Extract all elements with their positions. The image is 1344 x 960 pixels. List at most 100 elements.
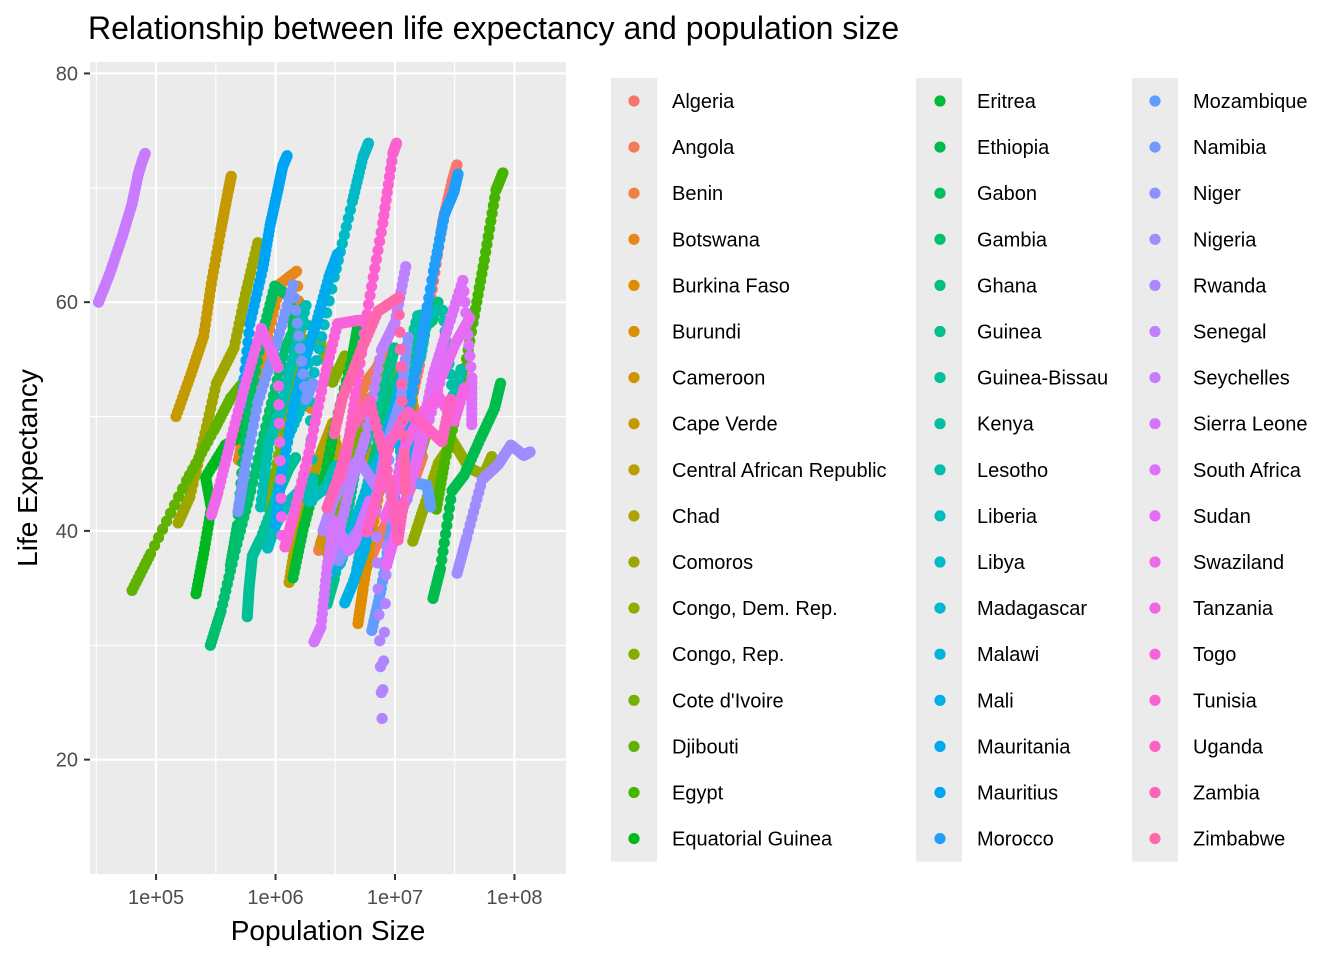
legend-item: Cameroon bbox=[628, 368, 765, 390]
legend-item: Benin bbox=[628, 183, 723, 205]
series-togo bbox=[279, 314, 372, 553]
legend-item: South Africa bbox=[1149, 460, 1302, 482]
legend-item: Tanzania bbox=[1149, 598, 1274, 620]
legend-key bbox=[1149, 740, 1161, 753]
data-point bbox=[463, 339, 475, 351]
legend-key bbox=[628, 786, 640, 799]
legend-key bbox=[628, 233, 640, 245]
legend-label: Gabon bbox=[977, 183, 1037, 205]
legend-item: Comoros bbox=[628, 552, 753, 574]
legend-key bbox=[1149, 786, 1161, 799]
legend-key bbox=[934, 372, 946, 384]
legend-label: Togo bbox=[1193, 644, 1236, 666]
legend-label: Zambia bbox=[1193, 783, 1261, 805]
legend-item: Mali bbox=[934, 690, 1014, 712]
legend-key bbox=[934, 418, 946, 430]
legend-key bbox=[1149, 187, 1161, 199]
legend-item: Guinea bbox=[934, 322, 1042, 344]
data-point bbox=[372, 363, 384, 375]
data-point bbox=[457, 274, 469, 287]
data-point bbox=[377, 684, 389, 696]
data-point bbox=[281, 150, 293, 162]
legend-key bbox=[934, 95, 946, 107]
legend-key bbox=[934, 233, 946, 245]
legend-key bbox=[1149, 325, 1161, 338]
data-point bbox=[464, 350, 476, 362]
legend-label: Rwanda bbox=[1193, 275, 1267, 297]
data-point bbox=[370, 531, 383, 543]
legend-key bbox=[934, 740, 946, 753]
data-point bbox=[313, 343, 325, 355]
legend-key bbox=[934, 464, 946, 476]
x-tick-label: 1e+08 bbox=[486, 887, 542, 909]
series-namibia bbox=[232, 279, 319, 518]
series-nigeria bbox=[451, 439, 536, 579]
data-point bbox=[291, 317, 303, 329]
data-point bbox=[283, 426, 295, 439]
legend-label: Libya bbox=[977, 552, 1026, 574]
data-point bbox=[426, 274, 438, 286]
legend-label: Niger bbox=[1193, 183, 1241, 205]
data-point bbox=[362, 137, 375, 149]
data-point bbox=[436, 304, 449, 316]
data-point bbox=[296, 355, 308, 367]
data-point bbox=[372, 244, 384, 256]
legend-key bbox=[1149, 833, 1161, 845]
legend-label: Madagascar bbox=[977, 598, 1087, 620]
legend-key bbox=[1149, 556, 1161, 568]
legend-key bbox=[628, 95, 640, 107]
axes: 1e+05 1e+06 1e+07 1e+08 20 40 60 80 bbox=[56, 63, 543, 909]
data-point bbox=[455, 364, 467, 376]
data-point bbox=[297, 368, 309, 380]
data-point bbox=[407, 385, 419, 397]
data-point bbox=[284, 418, 296, 430]
legend-item: Zimbabwe bbox=[1149, 829, 1285, 851]
data-point bbox=[139, 147, 151, 160]
legend-label: Mozambique bbox=[1193, 91, 1308, 113]
legend-key bbox=[934, 141, 946, 153]
data-point bbox=[397, 497, 409, 510]
data-point bbox=[418, 319, 430, 331]
legend-label: Cameroon bbox=[672, 368, 765, 390]
data-point bbox=[408, 375, 421, 387]
y-tick-label: 40 bbox=[56, 521, 78, 543]
legend-item: Lesotho bbox=[934, 460, 1048, 482]
data-point bbox=[384, 481, 396, 494]
data-point bbox=[451, 159, 463, 171]
legend-key bbox=[1149, 95, 1161, 107]
legend-label: Ghana bbox=[977, 275, 1038, 297]
legend-item: Equatorial Guinea bbox=[628, 829, 833, 851]
data-point bbox=[378, 626, 390, 638]
data-point bbox=[342, 212, 354, 224]
legend-label: Cote d'Ivoire bbox=[672, 690, 784, 712]
data-point bbox=[370, 253, 383, 265]
legend-key bbox=[934, 510, 946, 522]
data-point bbox=[400, 261, 412, 273]
legend-item: Congo, Rep. bbox=[628, 644, 784, 666]
data-point bbox=[486, 450, 498, 463]
data-point bbox=[380, 455, 392, 467]
data-point bbox=[360, 430, 372, 442]
legend-item: Malawi bbox=[934, 644, 1039, 666]
data-point bbox=[272, 361, 284, 373]
data-point bbox=[385, 490, 397, 502]
legend-item: Ghana bbox=[934, 275, 1038, 297]
data-point bbox=[307, 377, 319, 389]
data-points bbox=[92, 137, 536, 725]
data-point bbox=[459, 296, 471, 308]
legend-label: Seychelles bbox=[1193, 368, 1290, 390]
legend-key bbox=[1149, 602, 1161, 614]
data-point bbox=[393, 309, 405, 321]
legend-key bbox=[628, 602, 640, 614]
legend-item: Sierra Leone bbox=[1149, 414, 1308, 436]
data-point bbox=[424, 283, 436, 295]
data-point bbox=[367, 271, 379, 283]
legend-item: Liberia bbox=[934, 506, 1038, 528]
legend-label: Tunisia bbox=[1193, 690, 1258, 712]
data-point bbox=[336, 237, 348, 250]
legend-label: Gambia bbox=[977, 229, 1048, 251]
data-point bbox=[396, 395, 408, 407]
data-point bbox=[412, 355, 424, 367]
data-point bbox=[524, 446, 536, 458]
